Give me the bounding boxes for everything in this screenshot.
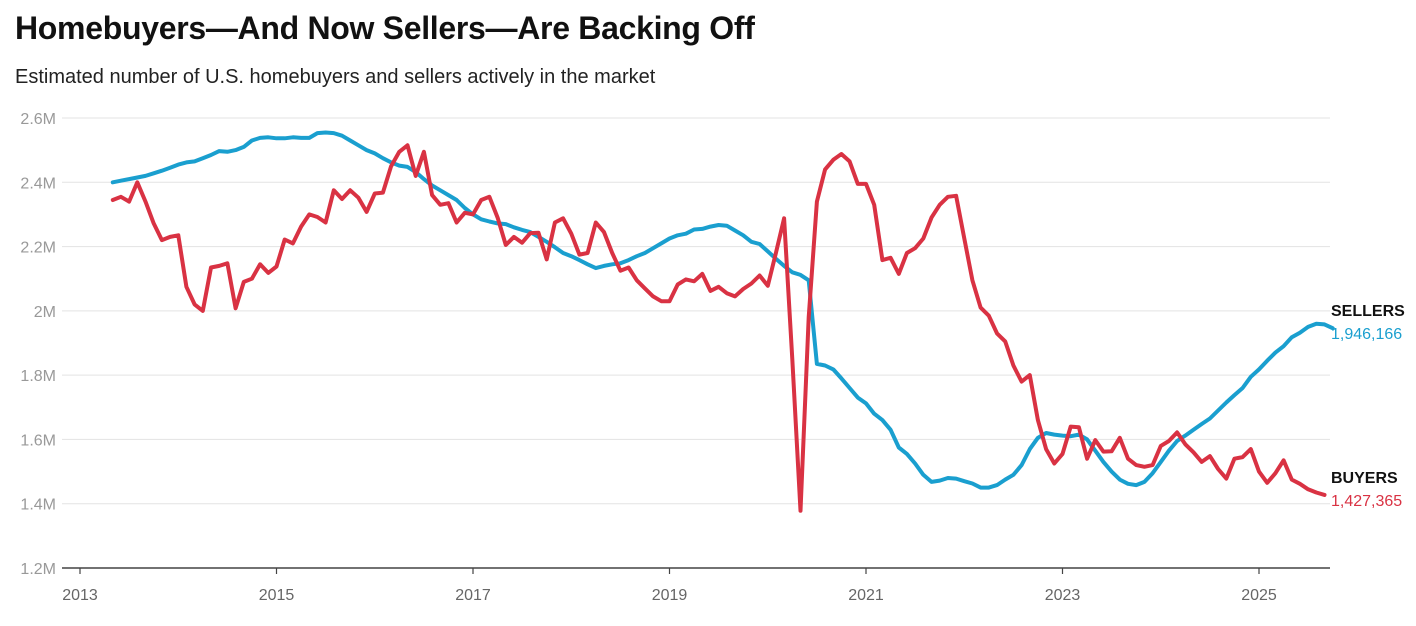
x-tick-label: 2025	[1241, 587, 1277, 604]
y-tick-label: 1.4M	[20, 497, 56, 514]
y-axis-ticks: 2.6M 2.4M 2.2M 2M 1.8M 1.6M 1.4M 1.2M	[20, 111, 56, 578]
y-tick-label: 1.8M	[20, 368, 56, 385]
grid-lines	[62, 117, 1330, 505]
series-end-value-sellers: 1,946,166	[1331, 326, 1402, 343]
x-tick-label: 2021	[848, 587, 884, 604]
x-tick-label: 2019	[652, 587, 688, 604]
x-axis: 2013 2015 2017 2019 2021 2023 2025	[62, 567, 1330, 604]
series-lines	[110, 130, 1335, 513]
end-labels: SELLERS 1,946,166 BUYERS 1,427,365	[1331, 303, 1405, 510]
series-line-sellers	[110, 130, 1335, 490]
series-line-buyers	[110, 143, 1327, 513]
series-end-value-buyers: 1,427,365	[1331, 493, 1402, 510]
series-label-sellers: SELLERS	[1331, 303, 1405, 320]
chart-title: Homebuyers—And Now Sellers—Are Backing O…	[15, 10, 755, 46]
y-tick-label: 2M	[34, 304, 56, 321]
chart-subtitle: Estimated number of U.S. homebuyers and …	[15, 66, 656, 88]
x-tick-label: 2013	[62, 587, 98, 604]
x-tick-label: 2017	[455, 587, 491, 604]
y-tick-label: 2.4M	[20, 175, 56, 192]
y-tick-label: 1.2M	[20, 561, 56, 578]
y-tick-label: 1.6M	[20, 432, 56, 449]
y-tick-label: 2.6M	[20, 111, 56, 128]
series-label-buyers: BUYERS	[1331, 470, 1398, 487]
y-tick-label: 2.2M	[20, 240, 56, 257]
x-tick-label: 2015	[259, 587, 295, 604]
x-tick-label: 2023	[1045, 587, 1081, 604]
